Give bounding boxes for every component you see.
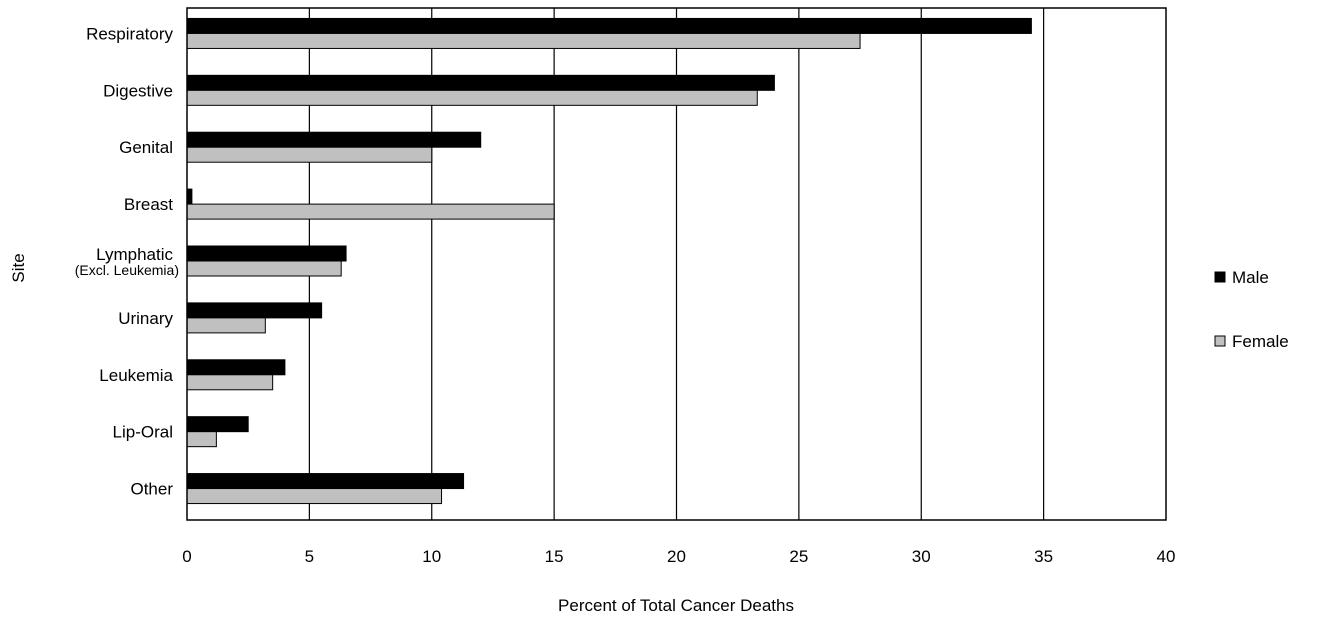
x-axis-title: Percent of Total Cancer Deaths xyxy=(558,596,794,615)
x-tick-label: 40 xyxy=(1157,547,1176,566)
x-tick-labels: 0 5 10 15 20 25 30 35 40 xyxy=(182,547,1175,566)
category-label: Other xyxy=(130,480,173,499)
category-sublabel: (Excl. Leukemia) xyxy=(75,262,179,278)
bar-male-other xyxy=(186,473,465,490)
category-label: Urinary xyxy=(118,309,173,328)
bar-male-genital xyxy=(186,131,482,148)
x-tick-label: 0 xyxy=(182,547,191,566)
x-tick-label: 20 xyxy=(667,547,686,566)
category-labels: Respiratory Digestive Genital Breast Lymphat… xyxy=(75,24,179,498)
bar-male-lip-oral xyxy=(186,416,249,433)
legend: Male Female xyxy=(1214,268,1289,351)
legend-swatch-female xyxy=(1214,335,1226,347)
x-tick-label: 15 xyxy=(545,547,564,566)
category-label: Breast xyxy=(124,195,173,214)
plot-area-frame xyxy=(186,7,1167,521)
bar-female-lip-oral xyxy=(186,431,217,448)
category-label: Digestive xyxy=(103,81,173,100)
category-label: Leukemia xyxy=(99,366,173,385)
bar-female-leukemia xyxy=(186,374,274,391)
x-tick-label: 10 xyxy=(422,547,441,566)
bar-male-urinary xyxy=(186,302,323,319)
bar-male-leukemia xyxy=(186,359,286,376)
x-tick-label: 5 xyxy=(305,547,314,566)
category-label: Genital xyxy=(119,138,173,157)
legend-label-male: Male xyxy=(1232,268,1269,287)
category-label: Respiratory xyxy=(86,24,173,43)
category-label: Lip-Oral xyxy=(113,423,173,442)
legend-swatch-male xyxy=(1214,271,1226,283)
bar-female-other xyxy=(186,488,443,505)
bar-female-genital xyxy=(186,146,433,163)
y-axis-title: Site xyxy=(9,253,28,282)
bar-male-digestive xyxy=(186,74,775,91)
bar-female-breast xyxy=(186,203,555,220)
bar-female-digestive xyxy=(186,89,758,106)
x-tick-label: 35 xyxy=(1034,547,1053,566)
x-tick-label: 30 xyxy=(912,547,931,566)
bar-female-urinary xyxy=(186,317,266,334)
bar-male-lymphatic xyxy=(186,245,347,262)
bar-female-respiratory xyxy=(186,32,861,49)
x-tick-label: 25 xyxy=(789,547,808,566)
bars xyxy=(186,17,1032,505)
category-label: Lymphatic xyxy=(96,245,173,264)
bar-female-lymphatic xyxy=(186,260,342,277)
bar-male-respiratory xyxy=(186,17,1032,34)
legend-label-female: Female xyxy=(1232,332,1289,351)
